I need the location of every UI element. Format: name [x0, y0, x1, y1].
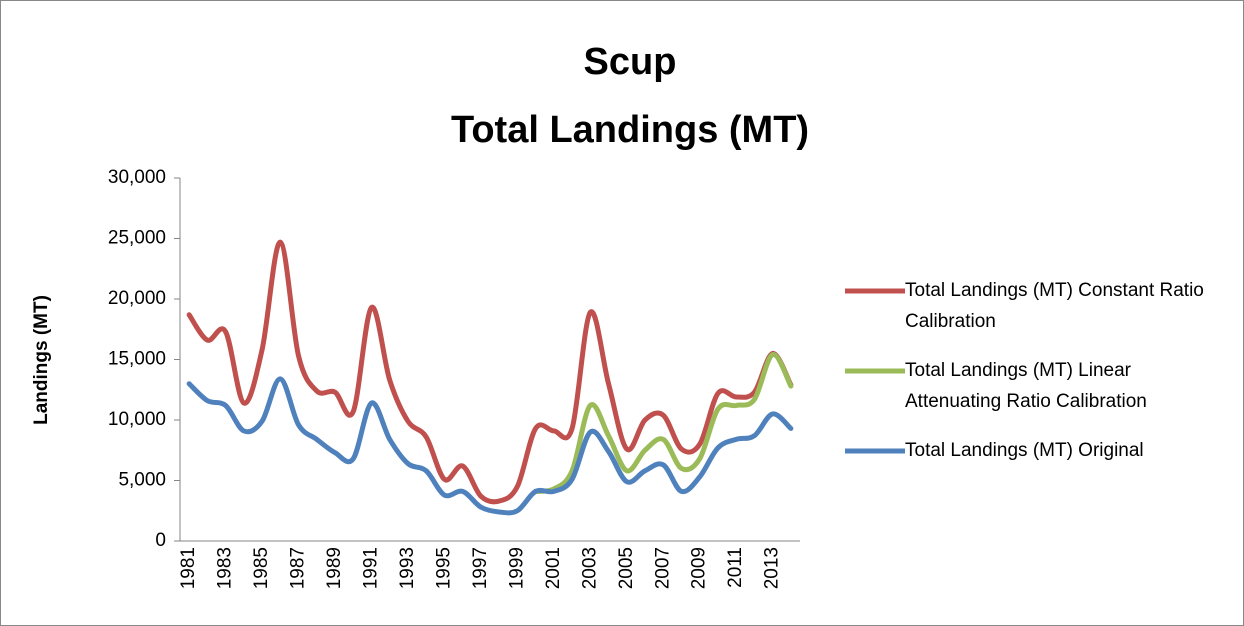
x-tick-label: 2005: [616, 547, 637, 589]
y-tick-label: 0: [155, 530, 166, 551]
x-tick-label: 1993: [397, 547, 418, 589]
x-tick-label: 2013: [762, 547, 783, 589]
chart-title: Scup: [584, 41, 677, 83]
x-tick-label: 2011: [725, 547, 746, 588]
x-tick-label: 2009: [689, 547, 710, 589]
x-tick-label: 1997: [470, 547, 491, 589]
x-tick-label: 1991: [360, 547, 381, 589]
x-tick-label: 2007: [652, 547, 673, 589]
x-tick-label: 1995: [433, 547, 454, 589]
x-tick-label: 1999: [506, 547, 527, 589]
x-tick-label: 2001: [543, 547, 564, 589]
series-line: [186, 239, 794, 505]
y-tick-label: 5,000: [118, 470, 166, 491]
y-tick-label: 15,000: [108, 349, 166, 370]
y-tick-label: 30,000: [108, 167, 166, 188]
legend-label: Total Landings (MT) Original: [905, 440, 1144, 461]
x-tick-label: 1985: [251, 547, 272, 589]
x-tick-label: 1983: [215, 547, 236, 589]
legend-label: Total Landings (MT) Constant Ratio Calib…: [905, 280, 1204, 332]
y-tick-label: 20,000: [108, 288, 166, 309]
legend-label: Total Landings (MT) Linear Attenuating R…: [905, 360, 1147, 412]
x-tick-label: 1981: [178, 547, 199, 589]
x-tick-label: 1987: [288, 547, 309, 589]
x-tick-label: 2003: [579, 547, 600, 589]
series-line: [186, 376, 794, 516]
chart-subtitle: Total Landings (MT): [451, 109, 809, 151]
series-line: [533, 352, 794, 494]
y-tick-label: 10,000: [108, 409, 166, 430]
y-tick-label: 25,000: [108, 228, 166, 249]
x-tick-label: 1989: [324, 547, 345, 589]
y-axis-label: Landings (MT): [31, 295, 52, 425]
